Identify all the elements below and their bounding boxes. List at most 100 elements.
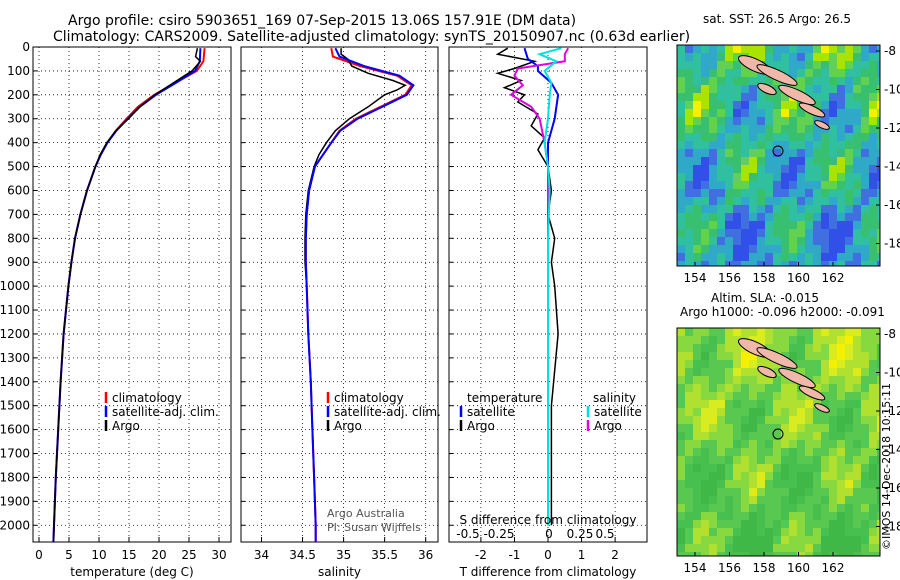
map-cell <box>877 109 880 117</box>
map-cell <box>869 456 877 464</box>
map-cell <box>693 496 701 504</box>
map-cell <box>813 368 821 376</box>
map-cell <box>757 464 765 472</box>
map-cell <box>677 85 685 93</box>
map-cell <box>869 101 877 109</box>
map-cell <box>797 456 805 464</box>
map-cell <box>685 101 693 109</box>
map-cell <box>869 488 877 496</box>
map-cell <box>749 392 757 400</box>
map-cell <box>741 189 749 197</box>
map-cell <box>789 213 797 221</box>
map-cell <box>685 141 693 149</box>
map-cell <box>797 205 805 213</box>
map-cell <box>773 189 781 197</box>
map-cell <box>869 344 877 352</box>
map-cell <box>877 376 880 384</box>
map-cell <box>845 456 853 464</box>
map-cell <box>797 512 805 520</box>
map-cell <box>869 61 877 69</box>
map-cell <box>749 472 757 480</box>
map-cell <box>829 368 837 376</box>
map-cell <box>733 109 741 117</box>
map-cell <box>805 149 813 157</box>
map-cell <box>797 416 805 424</box>
map-cell <box>829 536 837 544</box>
map-cell <box>877 448 880 456</box>
map-cell <box>765 213 773 221</box>
map-cell <box>773 165 781 173</box>
map-cell <box>725 53 733 61</box>
map-cell <box>813 61 821 69</box>
map-cell <box>821 77 829 85</box>
map-cell <box>821 384 829 392</box>
map-cell <box>861 253 869 261</box>
map-cell <box>717 520 725 528</box>
map-cell <box>765 464 773 472</box>
map-cell <box>805 77 813 85</box>
map-cell <box>693 213 701 221</box>
map-cell <box>741 181 749 189</box>
map-cell <box>781 245 789 253</box>
map-cell <box>797 117 805 125</box>
map-cell <box>837 77 845 85</box>
map-cell <box>677 512 685 520</box>
map-cell <box>797 392 805 400</box>
map-cell <box>757 416 765 424</box>
map-cell <box>845 536 853 544</box>
map-cell <box>709 77 717 85</box>
map-cell <box>773 197 781 205</box>
map-cell <box>733 336 741 344</box>
map-cell <box>717 237 725 245</box>
map-cell <box>861 205 869 213</box>
map-cell <box>861 336 869 344</box>
map-cell <box>821 432 829 440</box>
map-cell <box>693 416 701 424</box>
map-cell <box>877 141 880 149</box>
map-cell <box>789 520 797 528</box>
map-cell <box>781 408 789 416</box>
map-cell <box>701 181 709 189</box>
map-cell <box>805 504 813 512</box>
map-cell <box>725 181 733 189</box>
map-cell <box>877 173 880 181</box>
map-cell <box>781 536 789 544</box>
map-cell <box>877 328 880 336</box>
map-cell <box>829 456 837 464</box>
map-cell <box>861 197 869 205</box>
map-cell <box>733 45 741 53</box>
map-cell <box>677 392 685 400</box>
map-cell <box>757 245 765 253</box>
map-cell <box>861 352 869 360</box>
x-tick-label: 34.5 <box>289 548 316 562</box>
map-cell <box>709 528 717 536</box>
map-cell <box>845 229 853 237</box>
map-cell <box>733 69 741 77</box>
map-cell <box>805 205 813 213</box>
map-cell <box>749 181 757 189</box>
map-cell <box>717 488 725 496</box>
map-cell <box>861 432 869 440</box>
island-shape <box>814 120 830 130</box>
map-cell <box>693 464 701 472</box>
map-cell <box>749 440 757 448</box>
map-cell <box>821 392 829 400</box>
map-cell <box>837 101 845 109</box>
map-cell <box>685 440 693 448</box>
map-cell <box>749 336 757 344</box>
map-cell <box>797 141 805 149</box>
map-cell <box>725 328 733 336</box>
map-cell <box>805 197 813 205</box>
map-cell <box>821 101 829 109</box>
map-cell <box>685 536 693 544</box>
map-cell <box>821 440 829 448</box>
map-cell <box>757 472 765 480</box>
legend-s-satellite-label: satellite <box>594 405 642 419</box>
map-cell <box>757 173 765 181</box>
map-cell <box>853 344 861 352</box>
map-cell <box>813 416 821 424</box>
map-cell <box>821 360 829 368</box>
map-x-tick-label: 154 <box>684 561 707 575</box>
map-cell <box>869 544 877 552</box>
map-cell <box>789 384 797 392</box>
